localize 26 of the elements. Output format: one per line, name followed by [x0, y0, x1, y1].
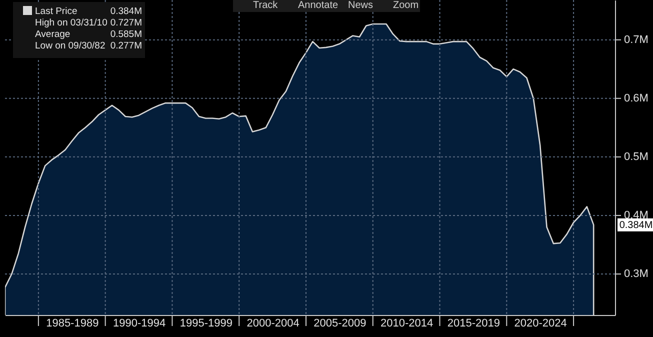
annotation: 0.585M [110, 29, 142, 40]
annotation: Track [253, 0, 279, 11]
x-tick-label: 1995-1999 [180, 318, 232, 330]
annotation: 0.277M [110, 40, 142, 52]
annotation: Low on 09/30/82 [35, 40, 106, 52]
annotation: Average [35, 29, 70, 40]
annotation: Zoom [393, 0, 419, 11]
y-tick-label: 0.3M [624, 268, 648, 280]
y-tick-label: 0.5M [624, 150, 648, 163]
legend-label: Last Price [35, 6, 78, 17]
x-tick-label: 2005-2009 [314, 318, 366, 330]
annotation: Annotate [298, 0, 338, 11]
y-tick-label: 0.4M [624, 209, 648, 222]
annotation: News [348, 0, 374, 11]
annotation: 0.727M [110, 18, 142, 28]
x-tick-label: 2015-2019 [447, 318, 500, 330]
annotation: High on 03/31/10 [35, 18, 108, 28]
x-tick-label: 2010-2014 [380, 318, 434, 330]
y-tick-label: 0.6M [624, 92, 648, 104]
annotation: 0.384M [110, 6, 142, 17]
text: 0.384M [619, 220, 653, 231]
x-tick-label: 1985-1989 [46, 318, 99, 330]
x-tick-label: 1990-1994 [112, 318, 166, 330]
y-tick-label: 0.7M [624, 34, 648, 46]
x-tick-label: 2000-2004 [246, 318, 300, 330]
x-tick-label: 2020-2024 [514, 318, 567, 330]
